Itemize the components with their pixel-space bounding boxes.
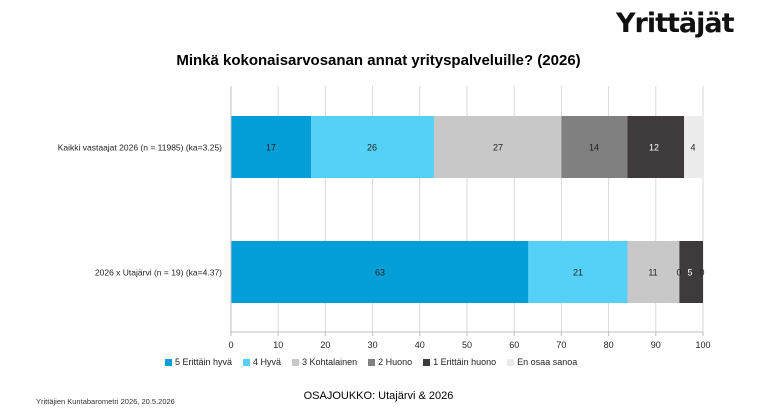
source-note: Yrittäjien Kuntabarometri 2026, 20.5.202…	[36, 397, 175, 406]
legend-item-3: 2 Huono	[368, 357, 412, 367]
legend-label-1: 4 Hyvä	[253, 357, 282, 367]
legend-label-4: 1 Erittäin huono	[433, 357, 497, 367]
data-label-1-4: 5	[687, 268, 692, 278]
bar-segment-0-5	[684, 116, 703, 178]
data-label-0-0: 17	[266, 143, 276, 153]
bar-segment-0-0	[231, 116, 312, 178]
data-label-1-2: 11	[648, 268, 657, 278]
legend-swatch-3	[368, 358, 376, 366]
x-tick-label-1: 10	[273, 340, 283, 350]
x-tick-label-10: 100	[695, 340, 710, 350]
bar-segment-0-1	[311, 116, 434, 178]
data-label-0-3: 14	[589, 143, 599, 153]
x-tick-label-5: 50	[462, 340, 472, 350]
data-label-1-5: 0	[699, 268, 704, 278]
x-tick-label-9: 90	[651, 340, 661, 350]
legend-item-4: 1 Erittäin huono	[423, 357, 496, 367]
subset-note: OSAJOUKKO: Utajärvi & 2026	[303, 390, 454, 402]
legend-item-1: 4 Hyvä	[243, 357, 281, 367]
bar-segment-1-4	[679, 241, 703, 303]
chart-title: Minkä kokonaisarvosanan annat yrityspalv…	[176, 52, 581, 69]
data-label-1-3: 0	[676, 268, 681, 278]
legend-label-5: En osaa sanoa	[517, 357, 578, 367]
legend-label-3: 2 Huono	[378, 357, 413, 367]
legend-item-0: 5 Erittäin hyvä	[165, 357, 232, 367]
legend-label-0: 5 Erittäin hyvä	[175, 357, 233, 367]
legend-label-2: 3 Kohtalainen	[302, 357, 358, 367]
legend-item-5: En osaa sanoa	[507, 357, 577, 367]
bar-segment-1-1	[528, 241, 628, 303]
chart-legend: 5 Erittäin hyvä 4 Hyvä 3 Kohtalainen 2 Huon…	[165, 357, 577, 367]
x-tick-label-3: 30	[368, 340, 378, 350]
bar-segment-1-0	[231, 241, 529, 303]
data-label-1-0: 63	[375, 268, 385, 278]
legend-swatch-5	[507, 358, 515, 366]
data-label-1-1: 21	[573, 268, 583, 278]
legend-item-2: 3 Kohtalainen	[292, 357, 357, 367]
x-tick-label-8: 80	[604, 340, 614, 350]
bar-segment-0-4	[627, 116, 685, 178]
x-tick-label-4: 40	[415, 340, 425, 350]
legend-swatch-1	[243, 358, 251, 366]
x-tick-label-6: 60	[509, 340, 519, 350]
brand-logo: Yrittäjät	[616, 8, 735, 39]
data-label-0-4: 12	[649, 143, 659, 153]
legend-swatch-2	[292, 358, 300, 366]
x-tick-label-0: 0	[228, 340, 233, 350]
bar-segment-0-2	[433, 116, 562, 178]
category-label-1: 2026 x Utajärvi (n = 19) (ka=4.37)	[95, 268, 222, 278]
legend-swatch-0	[165, 358, 172, 366]
x-tick-label-2: 20	[320, 340, 330, 350]
bar-segment-0-3	[561, 116, 628, 178]
data-label-0-2: 27	[493, 143, 503, 153]
legend-swatch-4	[423, 358, 431, 366]
bar-segment-1-2	[627, 241, 680, 303]
data-label-0-1: 26	[367, 143, 377, 153]
x-tick-label-7: 70	[556, 340, 566, 350]
category-label-0: Kaikki vastaajat 2026 (n = 11985) (ka=3.…	[58, 143, 222, 153]
data-label-0-5: 4	[690, 143, 695, 153]
